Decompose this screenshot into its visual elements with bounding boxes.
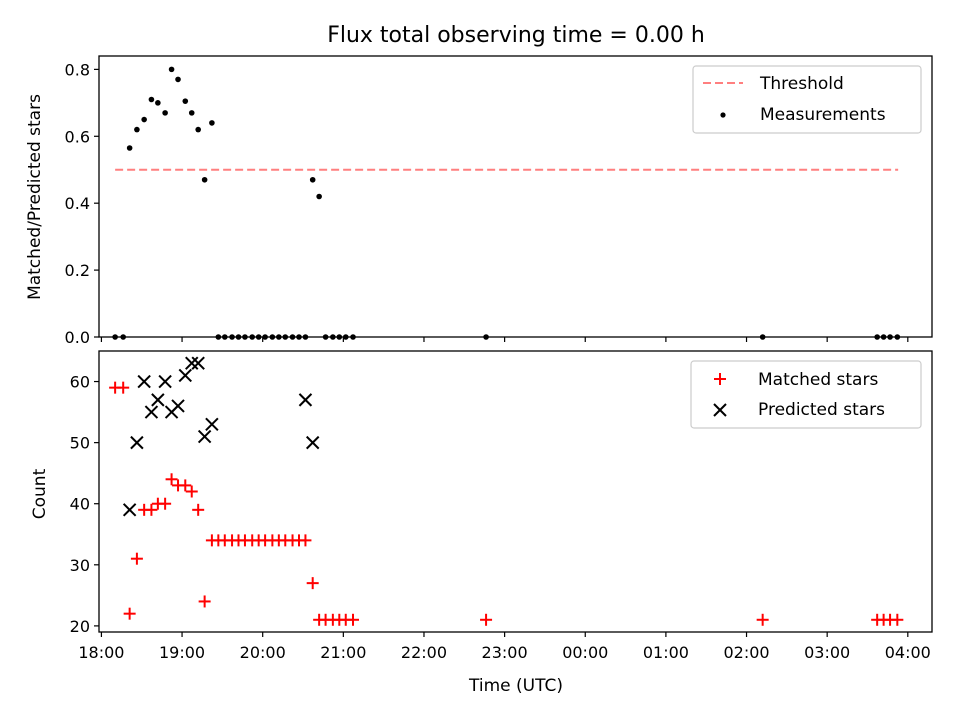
legend-measurements-label: Measurements	[760, 105, 886, 125]
measurement-point	[209, 120, 215, 126]
matched-point	[198, 595, 211, 608]
y-tick-label: 40	[70, 495, 90, 514]
bottom-x-ticks: 18:00 19:00 20:00 21:00 22:00 23:00 00:00 01:00…	[78, 632, 931, 662]
top-y-axis-label: Matched/Predicted stars	[25, 94, 45, 300]
measurement-point	[195, 126, 201, 133]
x-tick-label: 18:00	[78, 643, 124, 662]
legend-predicted-label: Predicted stars	[758, 400, 885, 420]
matched-stars-series	[109, 381, 904, 626]
y-tick-label: 30	[70, 556, 90, 575]
measurement-point	[134, 126, 140, 133]
predicted-point	[197, 429, 212, 444]
predicted-point	[191, 356, 205, 370]
measurement-point	[162, 110, 168, 116]
x-tick-label: 03:00	[804, 643, 850, 662]
predicted-point	[178, 368, 192, 383]
measurement-point	[148, 96, 155, 103]
matched-point	[165, 473, 178, 486]
x-tick-label: 19:00	[159, 643, 205, 662]
y-tick-label: 50	[70, 434, 90, 453]
measurement-point	[182, 98, 189, 104]
measurement-point	[175, 76, 181, 83]
y-tick-label: 0.6	[65, 127, 90, 146]
measurement-point	[316, 193, 322, 200]
bottom-axes-frame	[98, 350, 933, 633]
legend-matched-swatch	[714, 373, 726, 385]
legend-matched-label: Matched stars	[758, 370, 878, 390]
matched-point	[192, 503, 205, 516]
x-tick-label: 21:00	[320, 643, 366, 662]
matched-point	[117, 381, 130, 394]
matched-point	[891, 613, 904, 626]
x-tick-label: 23:00	[482, 643, 528, 662]
predicted-stars-series	[122, 356, 320, 517]
x-tick-label: 00:00	[562, 643, 608, 662]
top-legend: Threshold Measurements	[692, 65, 922, 134]
y-tick-label: 20	[70, 617, 90, 636]
y-tick-label: 0.8	[65, 60, 90, 79]
predicted-point	[205, 417, 219, 432]
predicted-point	[151, 393, 165, 407]
measurement-point	[201, 176, 208, 183]
y-tick-label: 0.0	[65, 328, 90, 347]
measurement-point	[188, 110, 195, 116]
measurement-point	[126, 145, 133, 151]
matched-point	[130, 552, 143, 565]
y-tick-label: 0.2	[65, 261, 90, 280]
predicted-point	[144, 405, 159, 419]
measurement-point	[168, 66, 175, 73]
matched-point	[299, 534, 312, 547]
matched-point	[347, 613, 360, 626]
bottom-legend: Matched stars Predicted stars	[690, 360, 922, 429]
matched-point	[179, 479, 192, 492]
legend-predicted-swatch	[713, 403, 727, 417]
matched-point	[185, 485, 198, 498]
top-legend-box	[692, 65, 922, 134]
x-axis-label: Time (UTC)	[468, 676, 563, 696]
top-panel: 0.00.20.40.60.8 Matched/Predicted stars …	[25, 55, 933, 347]
bottom-legend-box	[690, 360, 922, 429]
measurement-point	[155, 100, 161, 106]
legend-measurements-swatch	[720, 112, 726, 118]
top-y-ticks: 0.0 0.2 0.4 0.6 0.8	[65, 60, 99, 347]
measurement-point	[141, 116, 147, 123]
x-tick-label: 01:00	[643, 643, 689, 662]
measurement-point	[309, 176, 316, 183]
y-tick-label: 60	[70, 373, 90, 392]
predicted-point	[171, 399, 185, 413]
legend-threshold-label: Threshold	[759, 74, 844, 94]
top-x-ticks	[100, 337, 909, 342]
matched-point	[756, 613, 769, 626]
x-tick-label: 02:00	[723, 643, 769, 662]
matched-point	[306, 577, 319, 590]
y-tick-label: 0.4	[65, 194, 90, 213]
x-tick-label: 04:00	[885, 643, 931, 662]
matched-point	[480, 613, 493, 626]
predicted-point	[158, 374, 172, 389]
measurements-series	[112, 66, 901, 340]
matched-point	[145, 503, 158, 516]
predicted-point	[137, 374, 151, 389]
predicted-point	[305, 435, 320, 450]
bottom-panel: 20 30 40 50 60 18:00 19:00 20:00 21:00 22:00 23:0…	[30, 350, 933, 696]
matched-point	[123, 607, 136, 620]
bottom-y-axis-label: Count	[30, 468, 50, 519]
predicted-point	[185, 356, 199, 370]
predicted-point	[122, 503, 137, 517]
chart-title: Flux total observing time = 0.00 h	[327, 23, 705, 48]
predicted-point	[298, 393, 313, 407]
x-tick-label: 22:00	[401, 643, 447, 662]
bottom-y-ticks: 20 30 40 50 60	[70, 373, 99, 636]
top-axes-frame	[98, 55, 933, 338]
matched-point	[159, 497, 172, 510]
x-tick-label: 20:00	[240, 643, 286, 662]
predicted-point	[130, 435, 144, 450]
